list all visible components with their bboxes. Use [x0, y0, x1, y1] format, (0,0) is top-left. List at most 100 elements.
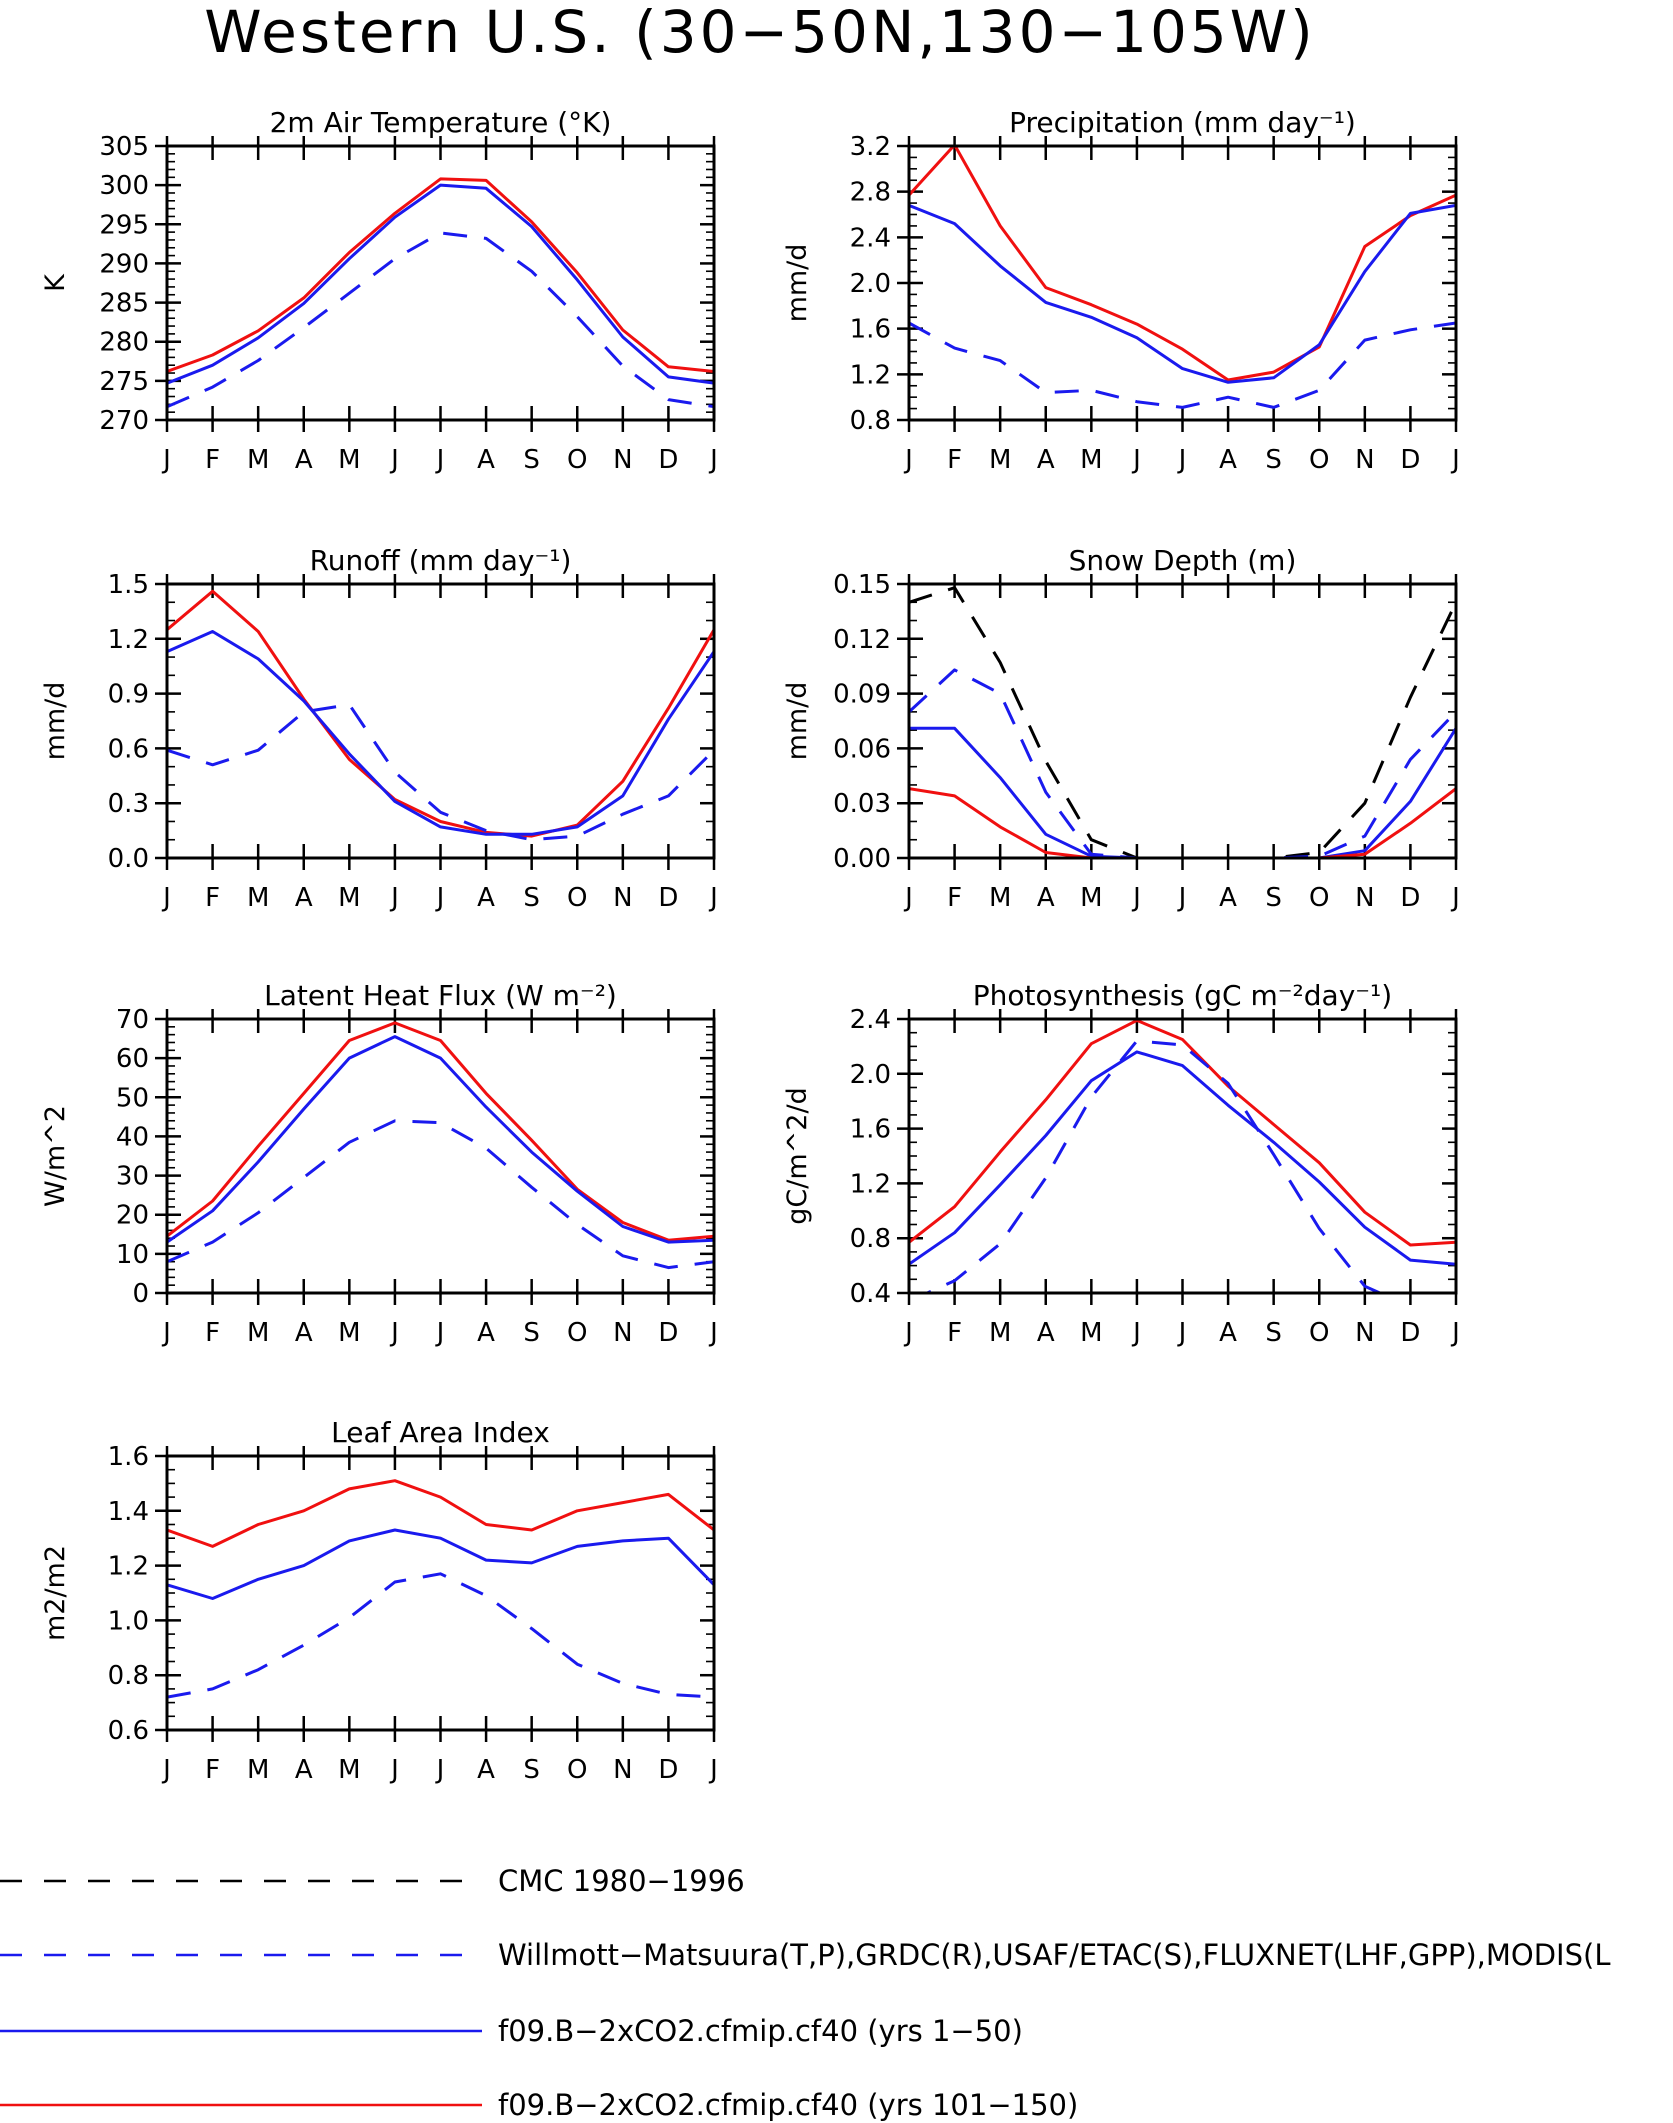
x-tick-label: A [295, 1318, 313, 1348]
legend-label-cmc: CMC 1980−1996 [498, 1864, 745, 1898]
panel-gpp: Photosynthesis (gC m⁻²day⁻¹) gC/m^2/d 0.4 0… [782, 979, 1460, 1348]
x-tick-label: N [613, 445, 632, 475]
x-tick-label: J [1177, 883, 1187, 913]
panel-lai: Leaf Area Index m2/m2 0.6 0.8 1.0 1.2 1.4 1.6 J F… [40, 1416, 718, 1785]
x-tick-label: A [1037, 445, 1055, 475]
plot-frame [165, 1454, 716, 1732]
y-tick-label: 285 [99, 289, 149, 319]
y-tick-label: 1.5 [108, 570, 149, 600]
x-tick-label: D [658, 445, 678, 475]
x-tick-label: O [1309, 883, 1329, 913]
plot-frame [907, 582, 1458, 860]
panel-title: Precipitation (mm day⁻¹) [1009, 106, 1356, 139]
series-line-obs [909, 321, 1456, 409]
y-axis-label: mm/d [40, 682, 71, 761]
y-tick-label: 2.4 [850, 1005, 891, 1035]
x-tick-label: J [389, 1318, 399, 1348]
x-tick-label: O [567, 445, 587, 475]
x-tick-label: A [1037, 1318, 1055, 1348]
y-tick-label: 290 [99, 249, 149, 279]
y-axis-label: gC/m^2/d [782, 1087, 813, 1224]
y-tick-label: 0.8 [108, 1661, 149, 1691]
x-tick-label: S [523, 1318, 540, 1348]
x-tick-label: S [523, 445, 540, 475]
y-tick-label: 0.06 [833, 734, 891, 764]
x-tick-label: M [247, 445, 269, 475]
x-tick-label: J [903, 883, 913, 913]
x-tick-label: O [567, 1318, 587, 1348]
series-line-model_1_150 [167, 1021, 714, 1242]
y-tick-label: 0.6 [108, 734, 149, 764]
x-tick-label: M [247, 1318, 269, 1348]
x-tick-label: J [389, 1755, 399, 1785]
x-tick-label: F [205, 1755, 220, 1785]
x-tick-label: J [389, 883, 399, 913]
panel-lhf: Latent Heat Flux (W m⁻²) W/m^2 0 10 20 30 40 50… [40, 979, 718, 1348]
panel-title: Latent Heat Flux (W m⁻²) [264, 979, 617, 1012]
y-tick-label: 1.2 [108, 1552, 149, 1582]
x-tick-label: D [658, 883, 678, 913]
y-tick-label: 0.3 [108, 789, 149, 819]
y-tick-label: 2.8 [850, 178, 891, 208]
panel-title: Leaf Area Index [331, 1416, 550, 1449]
legend-label-model_1_150: f09.B−2xCO2.cfmip.cf40 (yrs 101−150) [498, 2088, 1078, 2122]
y-tick-label: 305 [99, 132, 149, 162]
series-line-model_1_150 [909, 787, 1456, 858]
x-tick-label: M [338, 1318, 360, 1348]
y-tick-label: 50 [116, 1083, 149, 1113]
x-tick-label: D [1400, 1318, 1420, 1348]
x-tick-label: M [989, 445, 1011, 475]
x-tick-label: N [613, 1755, 632, 1785]
y-tick-label: 1.2 [850, 360, 891, 390]
y-tick-label: 30 [116, 1162, 149, 1192]
y-tick-label: 2.0 [850, 1060, 891, 1090]
legend: CMC 1980−1996 Willmott−Matsuura(T,P),GRDC… [0, 1864, 1611, 2122]
series-line-cmc [909, 586, 1456, 858]
panel-snow: Snow Depth (m) mm/d 0.00 0.03 0.06 0.09 0.12 0.… [782, 544, 1460, 913]
x-tick-label: J [1177, 445, 1187, 475]
x-tick-label: M [338, 445, 360, 475]
x-tick-label: F [205, 1318, 220, 1348]
series-line-model_1_50 [909, 203, 1456, 384]
y-tick-label: 60 [116, 1044, 149, 1074]
y-tick-label: 1.4 [108, 1497, 149, 1527]
x-tick-label: A [477, 445, 495, 475]
x-tick-label: M [338, 883, 360, 913]
x-tick-label: S [1265, 1318, 1282, 1348]
y-tick-label: 1.0 [108, 1606, 149, 1636]
series-line-model_1_150 [167, 1479, 714, 1548]
x-tick-label: A [1219, 445, 1237, 475]
y-tick-label: 0.6 [108, 1716, 149, 1746]
y-tick-label: 270 [99, 406, 149, 436]
panel-runoff: Runoff (mm day⁻¹) mm/d 0.0 0.3 0.6 0.9 1.2 1.5 J… [40, 544, 718, 913]
x-tick-label: N [1355, 445, 1374, 475]
x-tick-label: F [205, 445, 220, 475]
series-line-model_1_150 [167, 177, 714, 373]
x-tick-label: J [161, 445, 171, 475]
x-tick-label: J [1177, 1318, 1187, 1348]
x-tick-label: J [435, 883, 445, 913]
y-tick-label: 0 [132, 1279, 149, 1309]
series-line-model_1_50 [167, 183, 714, 385]
x-tick-label: D [658, 1318, 678, 1348]
series-line-obs [167, 703, 714, 842]
x-tick-label: A [1037, 883, 1055, 913]
x-tick-label: J [903, 445, 913, 475]
y-tick-label: 20 [116, 1201, 149, 1231]
x-tick-label: J [708, 1318, 718, 1348]
x-tick-label: M [247, 883, 269, 913]
y-tick-label: 0.4 [850, 1279, 891, 1309]
x-tick-label: J [1450, 883, 1460, 913]
panel-title: Runoff (mm day⁻¹) [310, 544, 572, 577]
x-tick-label: J [389, 445, 399, 475]
x-tick-label: N [1355, 1318, 1374, 1348]
series-line-obs [167, 231, 714, 409]
x-tick-label: O [1309, 1318, 1329, 1348]
y-tick-label: 0.8 [850, 406, 891, 436]
legend-label-obs: Willmott−Matsuura(T,P),GRDC(R),USAF/ETAC… [498, 1938, 1611, 1972]
plot-frame [165, 1017, 716, 1295]
panel-temp: 2m Air Temperature (°K) K 270 275 280 285 290 2… [40, 106, 718, 475]
x-tick-label: J [435, 1755, 445, 1785]
y-tick-label: 295 [99, 210, 149, 240]
plot-frame [165, 582, 716, 860]
